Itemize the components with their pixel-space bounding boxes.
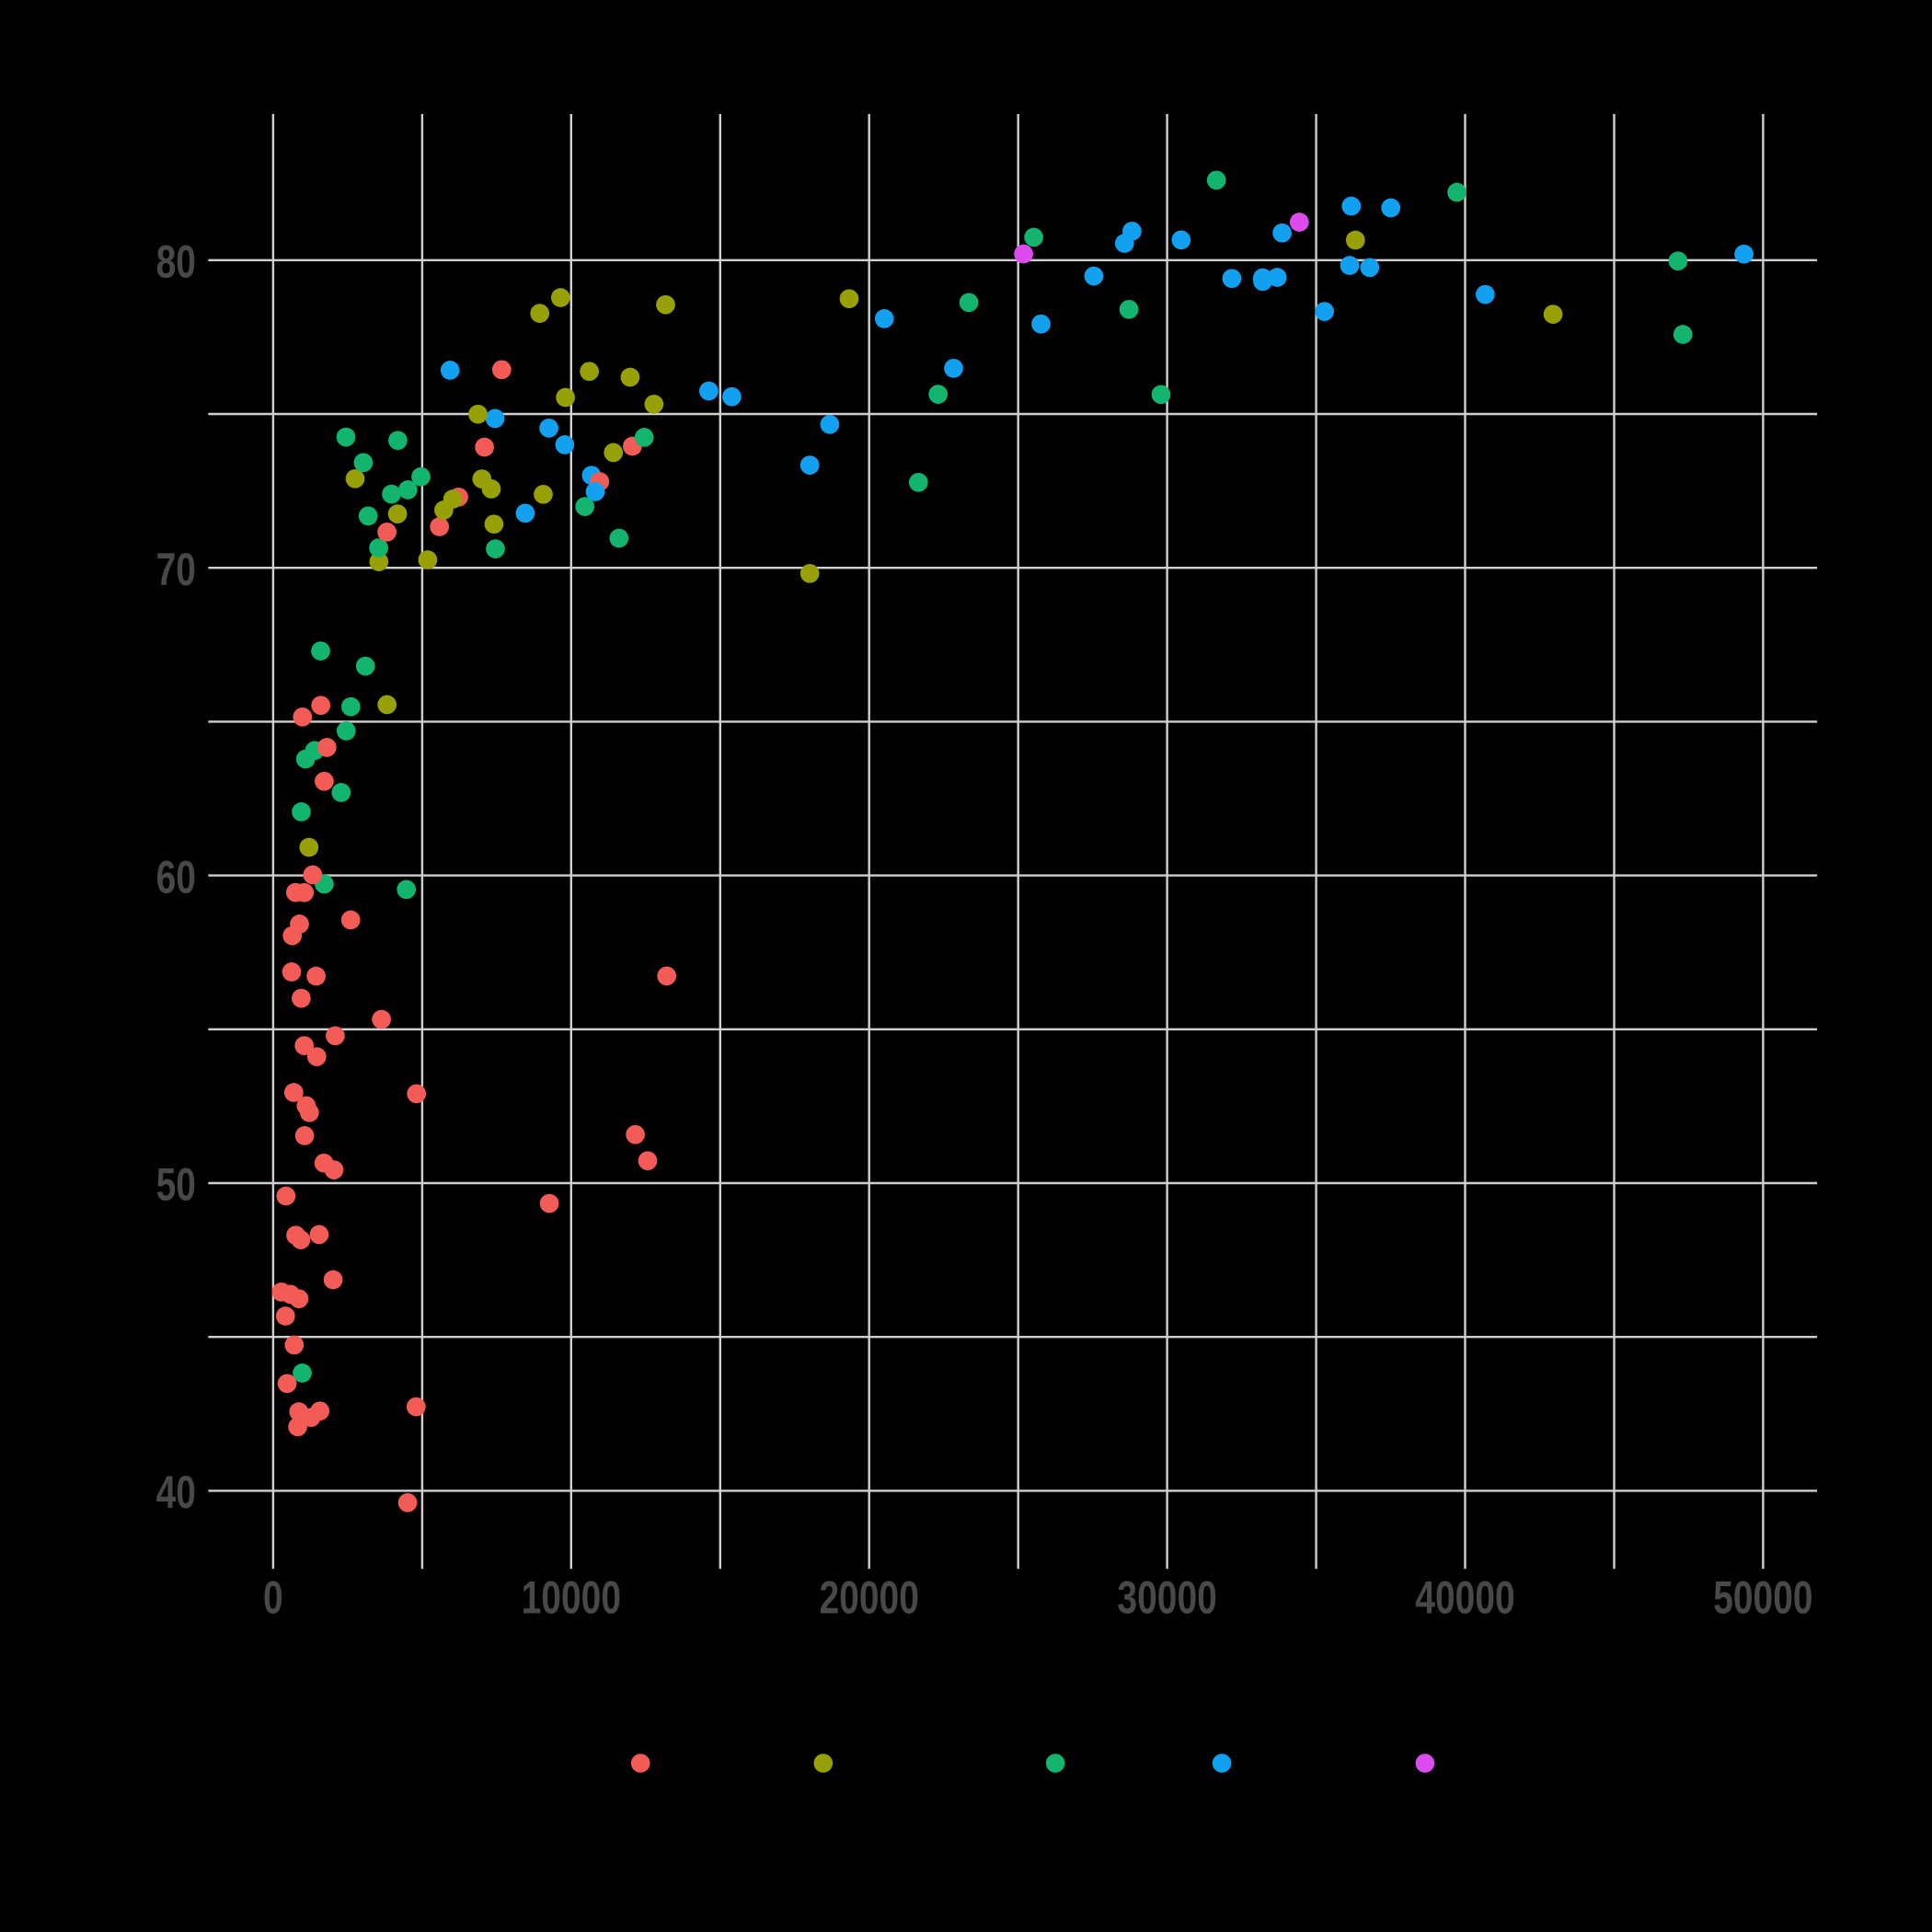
svg-text:20000: 20000 <box>819 1571 918 1624</box>
svg-text:70: 70 <box>156 543 196 595</box>
svg-text:10000: 10000 <box>522 1571 621 1624</box>
svg-text:50000: 50000 <box>1713 1571 1812 1624</box>
svg-text:60: 60 <box>156 851 196 903</box>
svg-text:40000: 40000 <box>1415 1571 1514 1624</box>
svg-text:80: 80 <box>156 236 196 288</box>
svg-text:0: 0 <box>263 1571 283 1624</box>
svg-text:30000: 30000 <box>1117 1571 1216 1624</box>
svg-text:50: 50 <box>156 1158 196 1211</box>
svg-text:40: 40 <box>156 1466 196 1518</box>
